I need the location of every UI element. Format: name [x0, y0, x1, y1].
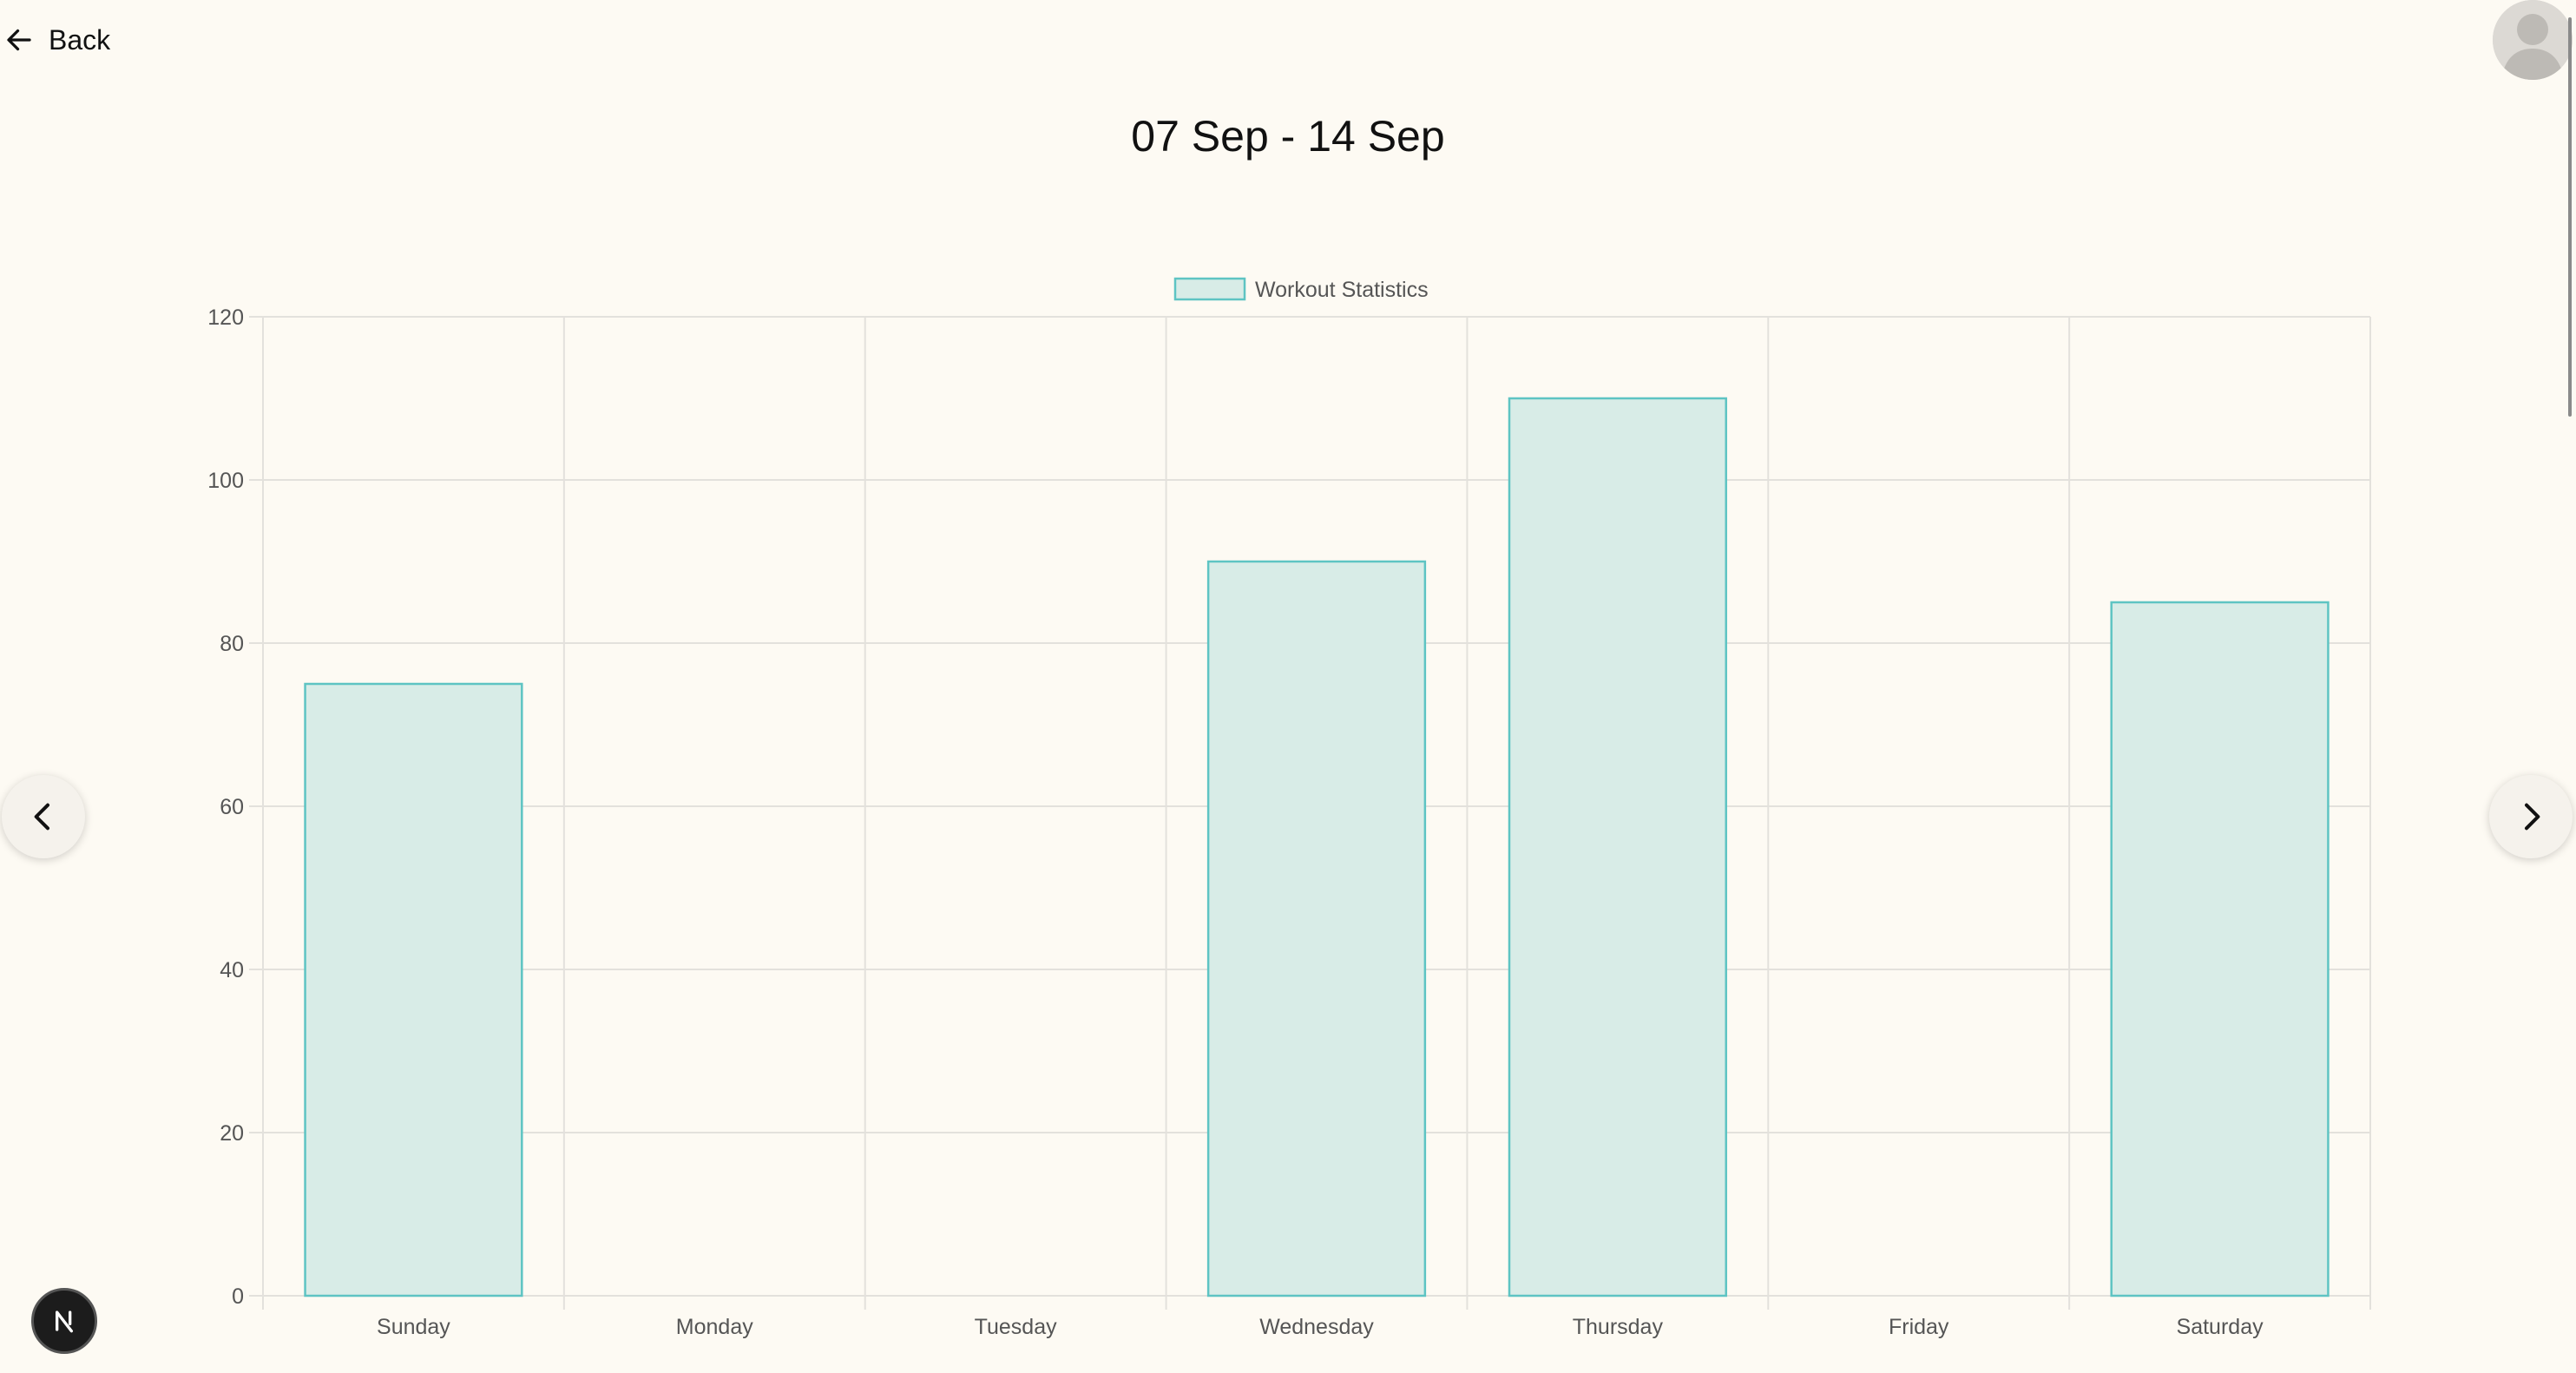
- page-title: 07 Sep - 14 Sep: [1131, 112, 1445, 161]
- y-tick-label: 80: [220, 632, 244, 656]
- back-button[interactable]: Back: [3, 16, 110, 64]
- nextjs-dev-badge[interactable]: [31, 1288, 97, 1354]
- x-tick-label: Tuesday: [975, 1315, 1057, 1339]
- arrow-left-icon: [3, 24, 35, 56]
- chevron-right-icon: [2514, 799, 2548, 834]
- y-tick-label: 20: [220, 1121, 244, 1146]
- chevron-left-icon: [26, 799, 61, 834]
- user-avatar-button[interactable]: [2493, 0, 2573, 80]
- x-tick-label: Thursday: [1573, 1315, 1664, 1339]
- scrollbar-thumb[interactable]: [2568, 17, 2572, 417]
- x-tick-label: Saturday: [2177, 1315, 2264, 1339]
- legend-swatch: [1173, 277, 1246, 301]
- user-avatar-icon: [2493, 0, 2573, 80]
- bar-thursday: [1508, 397, 1727, 1297]
- previous-week-button[interactable]: [2, 775, 85, 858]
- nextjs-logo-icon: [47, 1304, 82, 1338]
- y-tick-label: 60: [220, 795, 244, 819]
- legend-label: Workout Statistics: [1255, 278, 1429, 302]
- y-tick-label: 100: [207, 469, 244, 493]
- next-week-button[interactable]: [2489, 775, 2573, 858]
- x-tick-label: Sunday: [377, 1315, 450, 1339]
- back-label: Back: [49, 23, 111, 56]
- y-tick-label: 0: [232, 1284, 244, 1309]
- x-tick-label: Friday: [1889, 1315, 1949, 1339]
- x-tick-label: Monday: [676, 1315, 753, 1339]
- y-tick-label: 120: [207, 305, 244, 330]
- bar-sunday: [304, 682, 523, 1297]
- x-tick-label: Wednesday: [1259, 1315, 1374, 1339]
- y-tick-label: 40: [220, 958, 244, 982]
- bar-wednesday: [1206, 560, 1427, 1297]
- bar-saturday: [2110, 601, 2330, 1297]
